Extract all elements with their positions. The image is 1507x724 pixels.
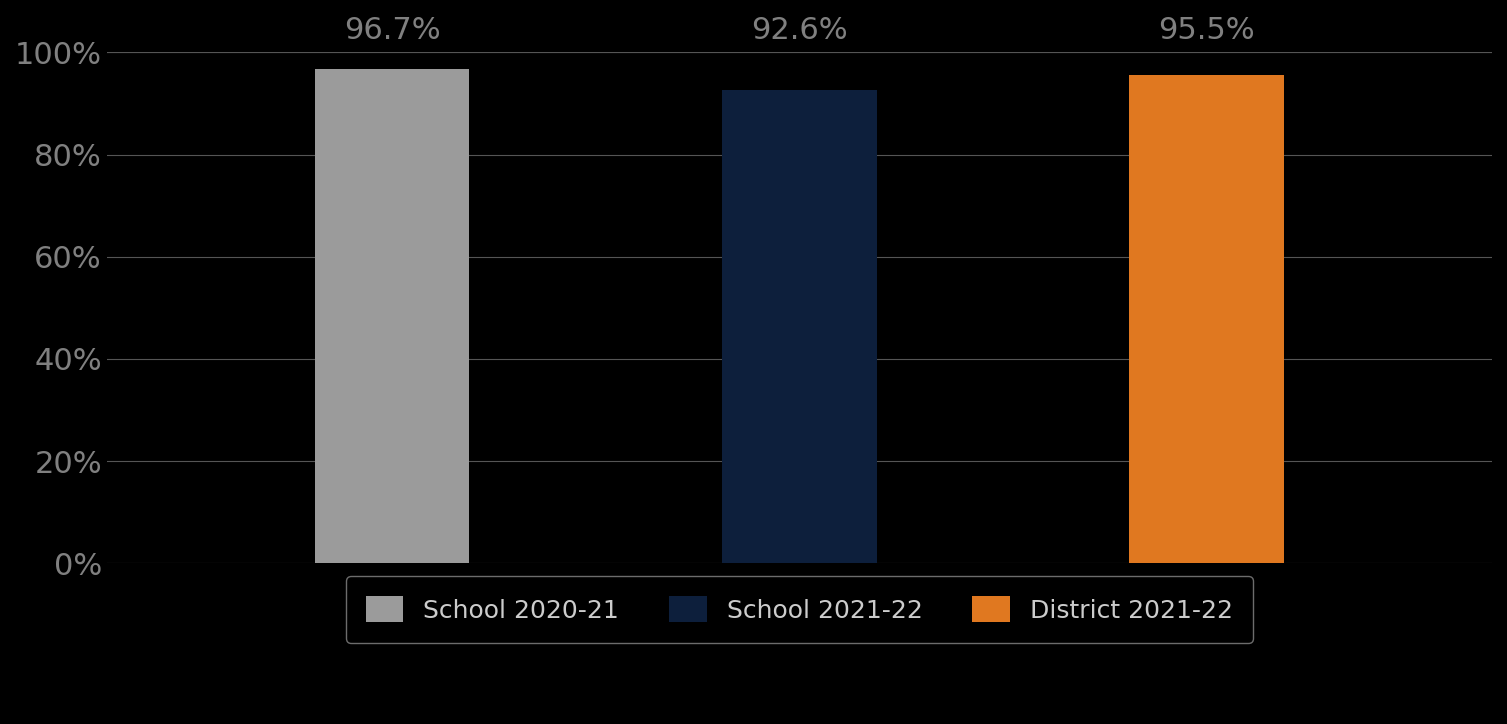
Text: 95.5%: 95.5% (1159, 16, 1255, 45)
Legend: School 2020-21, School 2021-22, District 2021-22: School 2020-21, School 2021-22, District… (347, 576, 1252, 643)
Text: 96.7%: 96.7% (344, 16, 440, 45)
Bar (1129, 75, 1284, 563)
Bar (315, 70, 470, 563)
Text: 92.6%: 92.6% (750, 16, 848, 45)
Bar (722, 90, 877, 563)
